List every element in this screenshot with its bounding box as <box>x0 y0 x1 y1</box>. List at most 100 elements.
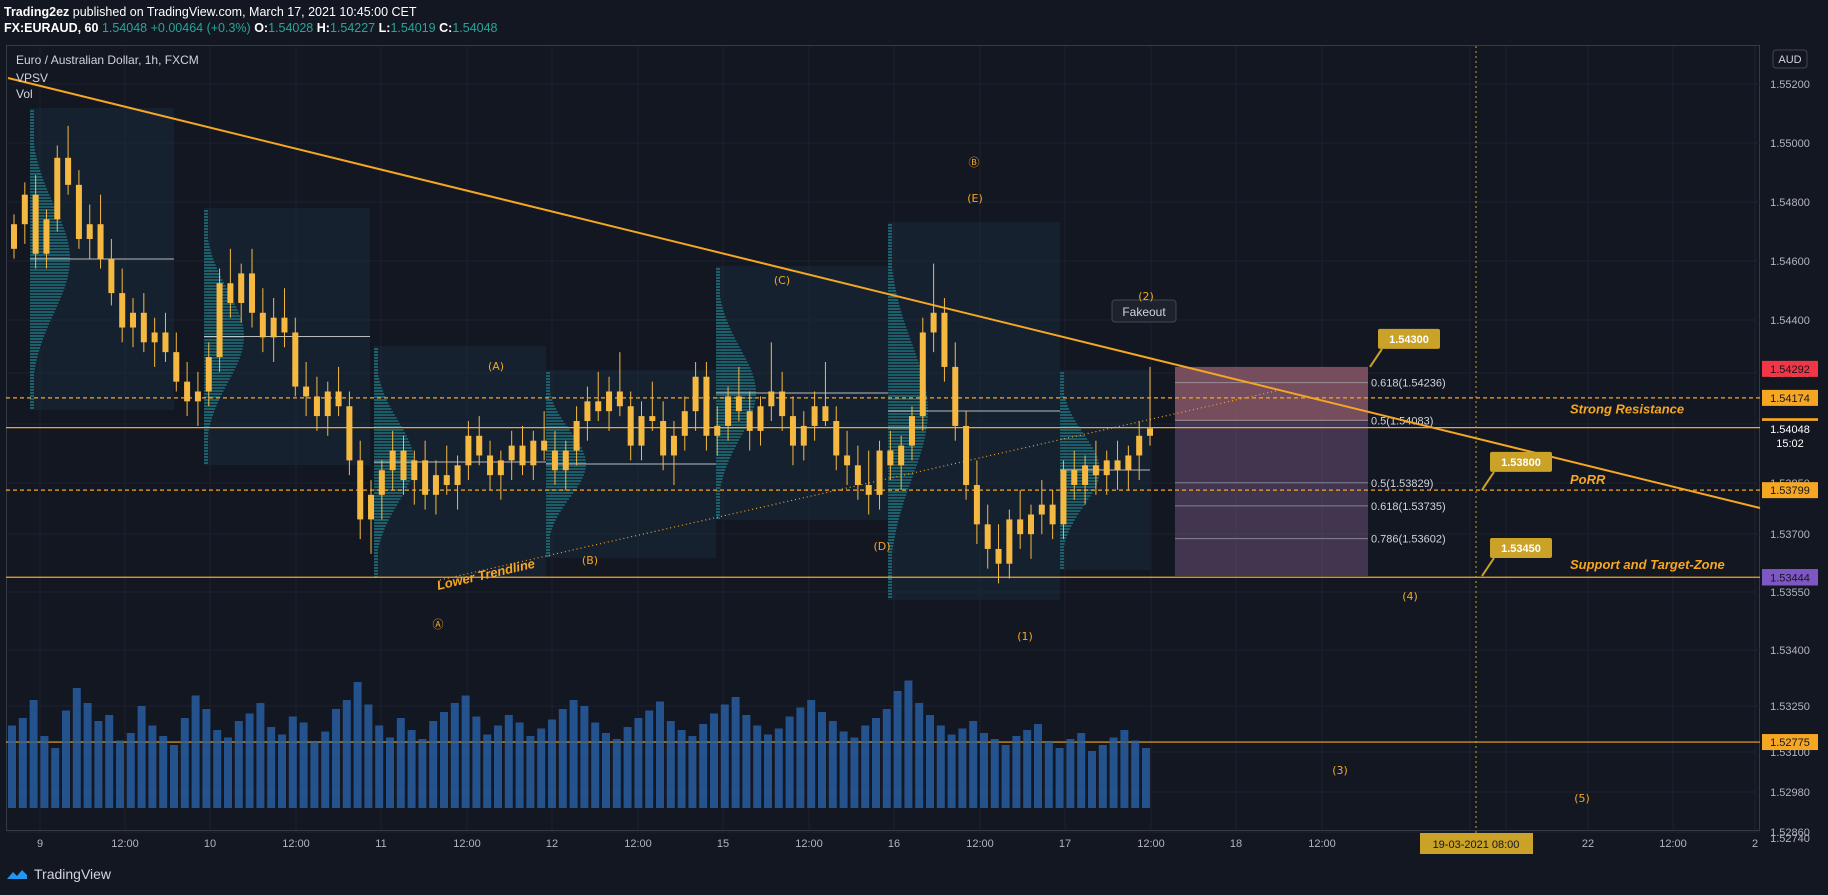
candle-body <box>432 475 439 495</box>
footer-brand[interactable]: TradingView <box>34 866 112 882</box>
candle-body <box>508 445 515 461</box>
x-tick-label: 12:00 <box>795 838 823 850</box>
candle-body <box>368 494 375 520</box>
volume-bar <box>1044 742 1053 808</box>
candle-body <box>465 435 472 466</box>
candle-body <box>670 435 677 456</box>
volume-bar <box>342 700 351 808</box>
publish-header: Trading2ez published on TradingView.com,… <box>4 5 417 19</box>
volume-bar <box>980 733 988 808</box>
volume-bar <box>386 737 394 808</box>
candle-body <box>541 440 548 451</box>
candle-body <box>476 435 483 456</box>
volume-bar <box>818 712 826 808</box>
y-tick-label: 1.54400 <box>1770 315 1810 327</box>
fib-label: 0.786(1.53602) <box>1371 534 1446 546</box>
candle-body <box>746 411 753 431</box>
candle-body <box>487 455 494 476</box>
candle-body <box>995 548 1002 564</box>
volume-bar <box>1098 745 1107 808</box>
volume-bar <box>936 725 945 808</box>
volume-bar <box>450 703 459 808</box>
candle-body <box>681 411 688 436</box>
x-tick-label: 12 <box>546 838 558 850</box>
candle-body <box>973 484 980 525</box>
candle-body <box>833 421 840 456</box>
candle-body <box>811 406 818 426</box>
x-tick-label: 17 <box>1059 838 1071 850</box>
y-tick-label: 1.52980 <box>1770 787 1810 799</box>
candle-body <box>876 450 883 495</box>
zone-label: PoRR <box>1570 472 1606 487</box>
wave-label: Ⓑ <box>969 156 980 169</box>
volume-bar <box>623 727 632 808</box>
candle-body <box>844 455 851 466</box>
candle-body <box>497 460 504 476</box>
fakeout-box <box>1111 299 1177 323</box>
volume-bar <box>537 728 546 808</box>
volume-profiles <box>30 108 1150 600</box>
candle-body <box>930 312 937 333</box>
volume-bar <box>40 736 49 808</box>
zone-label: Support and Target-Zone <box>1570 557 1725 572</box>
volume-bar <box>213 730 222 808</box>
close-value: 1.54048 <box>452 21 498 35</box>
x-tick-label: 18 <box>1230 838 1242 850</box>
volume-bar <box>105 715 114 808</box>
x-tick-label: 12:00 <box>282 838 310 850</box>
volume-bar <box>159 736 168 808</box>
low-value: 1.54019 <box>390 21 436 35</box>
candle-body <box>162 332 169 353</box>
candle-body <box>270 317 277 338</box>
price-tag-label: 1.54174 <box>1770 393 1810 405</box>
tradingview-logo-icon <box>7 870 27 879</box>
volume-bar <box>807 700 816 808</box>
volume-bar <box>580 706 589 808</box>
volume-bar <box>548 719 556 808</box>
time-axis: 9 12:00 10 12:00 11 12:00 12 12:00 15 12:00 16 12:0… <box>37 46 1758 854</box>
volume-bar <box>440 712 448 808</box>
candle-body <box>595 401 602 412</box>
volume-bar <box>558 709 567 808</box>
volume-bar <box>872 718 880 808</box>
high-value: 1.54227 <box>329 21 376 35</box>
target-callout-label: 1.54300 <box>1389 334 1429 346</box>
candle-body <box>551 450 558 471</box>
currency-label: AUD <box>1778 54 1801 66</box>
candle-body <box>865 484 872 495</box>
price-change: +0.00464 (+0.3%) <box>150 21 251 35</box>
volume-bar <box>882 709 891 808</box>
last-price: 1.54048 <box>101 21 148 35</box>
volume-bar <box>839 731 848 808</box>
volume-bar <box>828 721 837 808</box>
candle-body <box>1071 470 1078 485</box>
volume-bar <box>494 725 502 808</box>
volume-bar <box>569 700 578 808</box>
volume-bar <box>1077 733 1086 808</box>
candle-body <box>1049 504 1056 525</box>
candle-body <box>898 445 905 466</box>
volume-bar <box>666 721 675 808</box>
candle-body <box>65 157 72 185</box>
y-tick-label: 1.52860 <box>1770 827 1810 839</box>
candle-body <box>584 401 591 422</box>
candle-body <box>443 475 450 485</box>
candle-body <box>1006 519 1013 564</box>
author[interactable]: Trading2ez <box>4 5 70 19</box>
candle-body <box>768 391 775 407</box>
price-tag-time: 15:02 <box>1776 438 1804 450</box>
fib-label: 0.618(1.54236) <box>1371 378 1446 390</box>
candle-body <box>725 396 732 426</box>
volume-bar <box>8 725 16 808</box>
candle-body <box>735 396 742 412</box>
fib-label: 0.5(1.53829) <box>1371 478 1433 490</box>
candle-body <box>627 406 634 446</box>
x-tick-label: 2 <box>1752 838 1758 850</box>
candle-body <box>292 332 299 387</box>
price-axis: 1.55200 1.55000 1.54800 1.54600 1.54400 1.542… <box>1762 79 1818 845</box>
currency-box[interactable] <box>1772 49 1808 69</box>
x-tick-label: 22 <box>1582 838 1594 850</box>
candle-body <box>227 283 234 303</box>
volume-bar <box>699 724 708 808</box>
